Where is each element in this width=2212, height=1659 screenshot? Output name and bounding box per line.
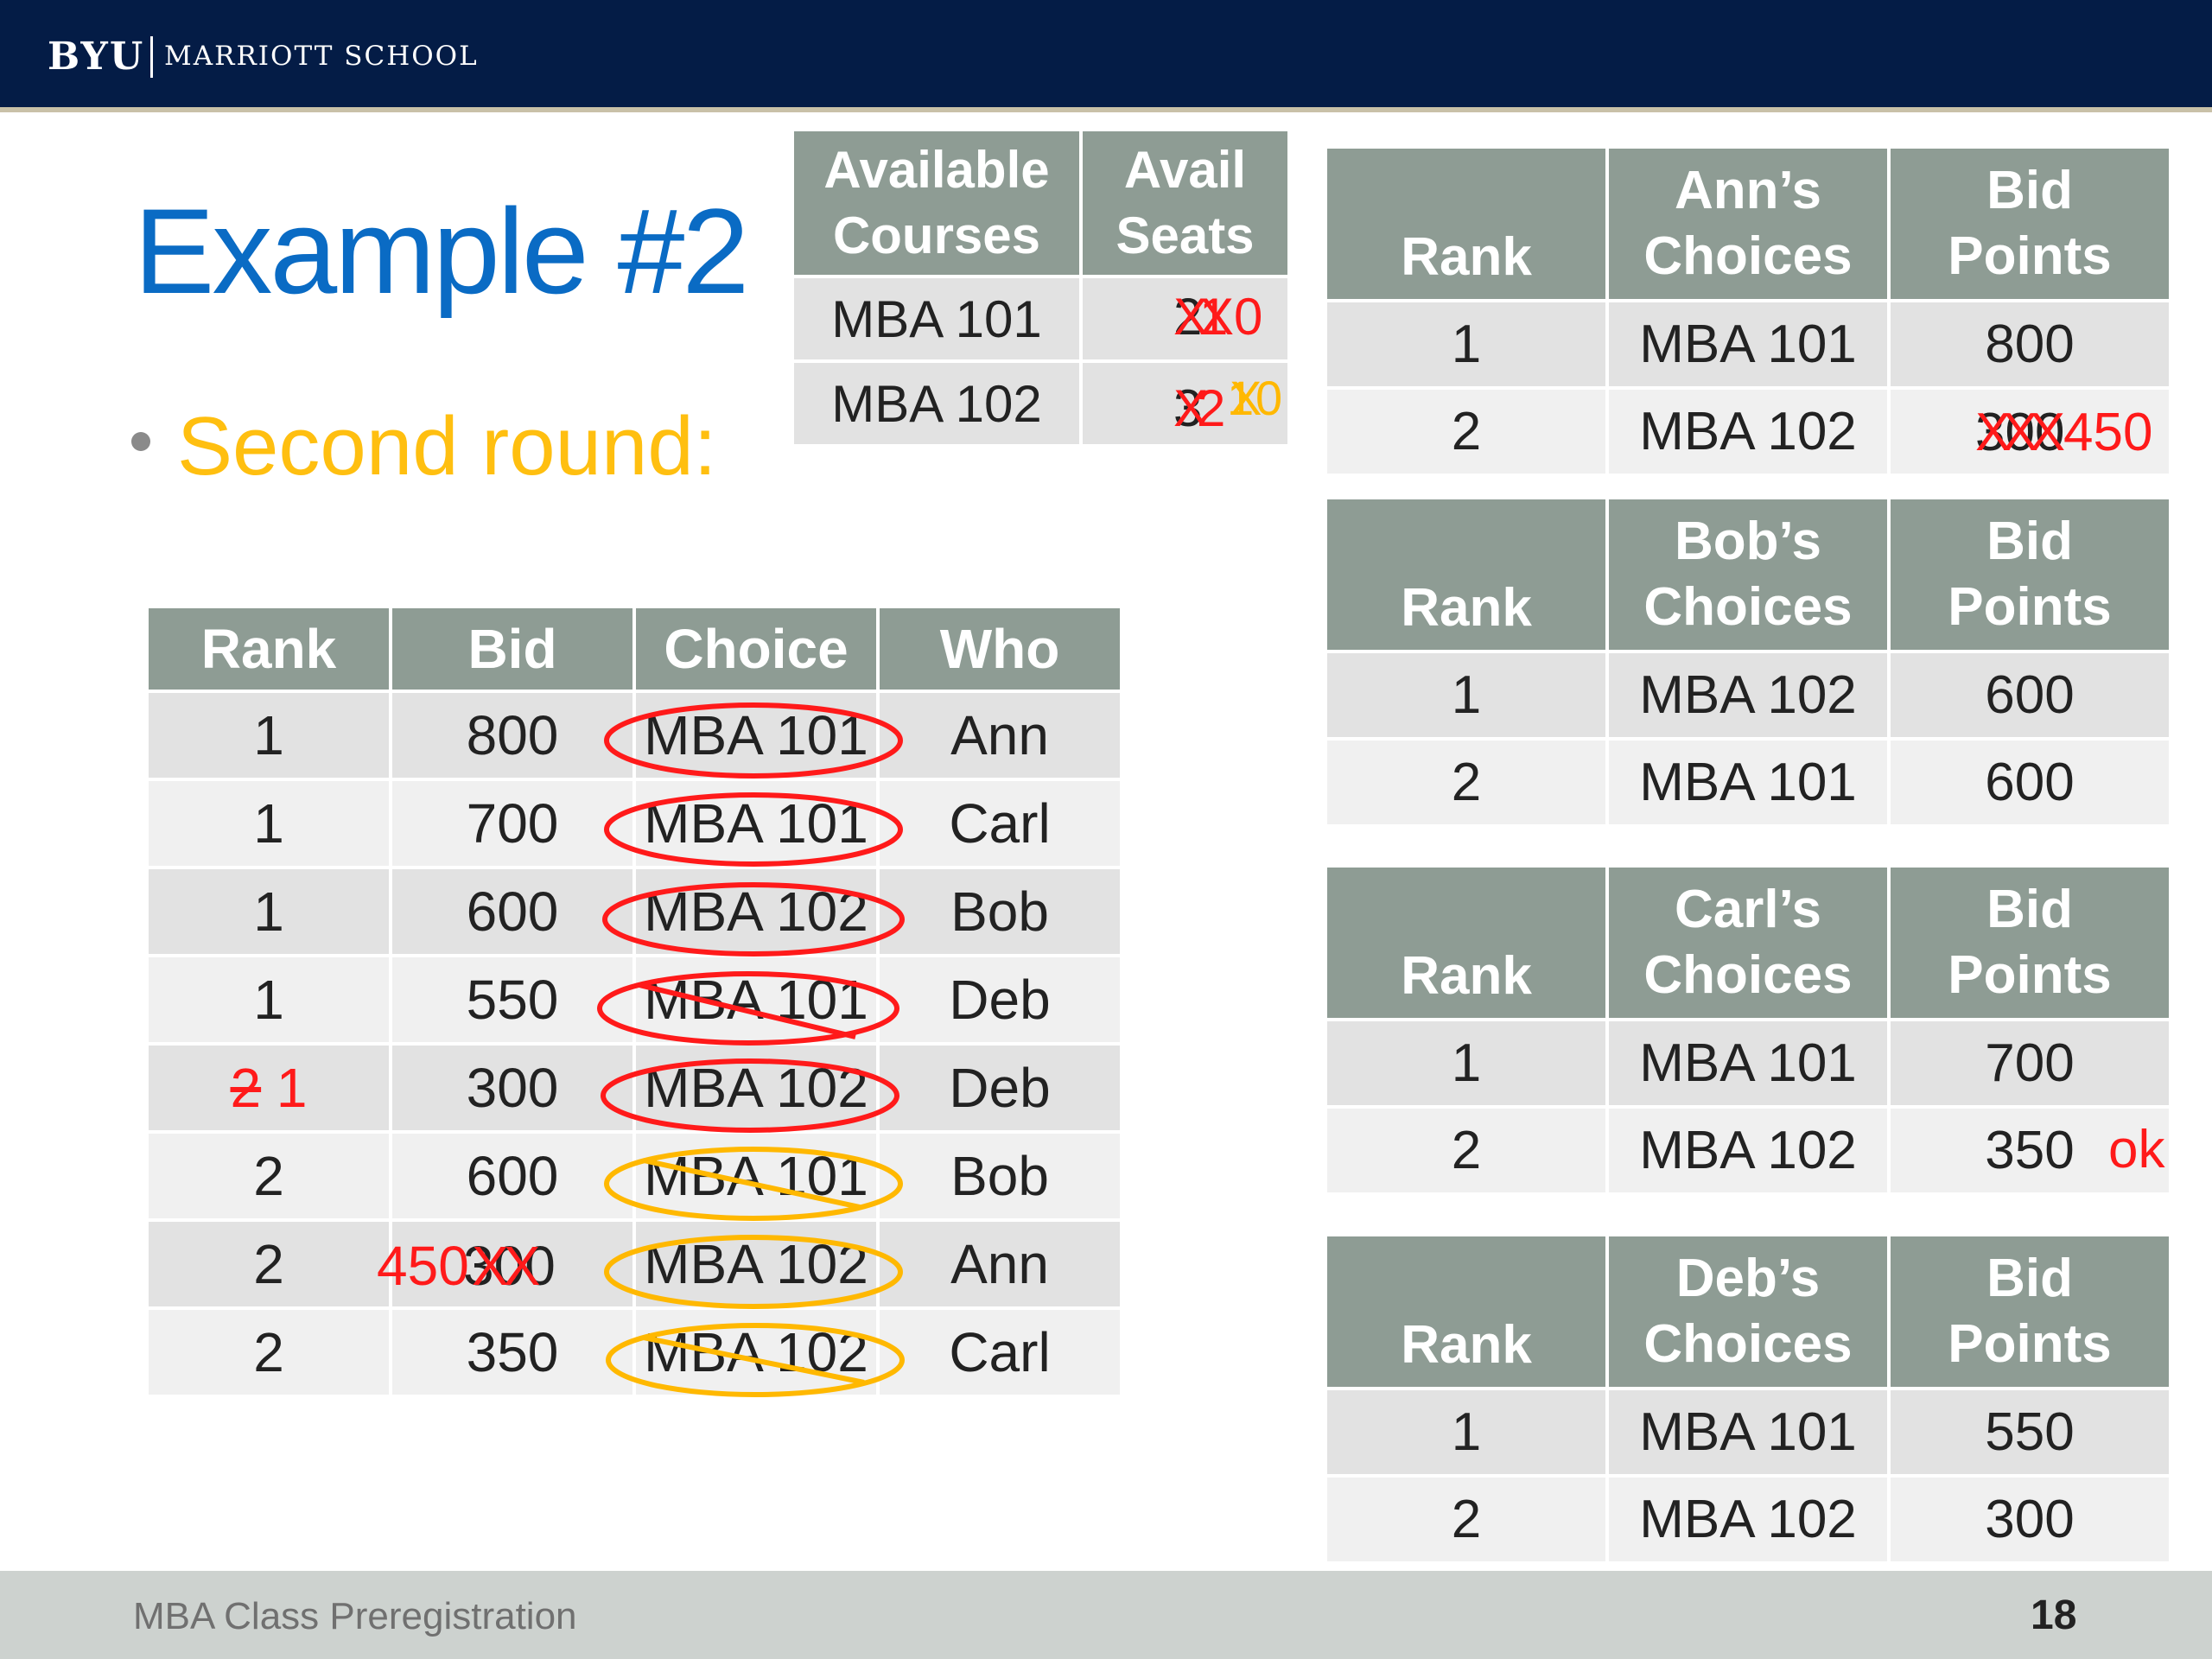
accepted-oval [605, 885, 902, 954]
pending-oval [607, 1237, 900, 1306]
strike-line [644, 1338, 864, 1382]
strike-line [644, 1160, 860, 1207]
footer-text: MBA Class Preregistration [133, 1595, 577, 1638]
accepted-oval [607, 795, 900, 864]
page-number: 18 [2031, 1592, 2076, 1639]
strike-line [639, 985, 855, 1037]
accepted-oval [603, 1061, 897, 1130]
accepted-oval [607, 705, 900, 776]
